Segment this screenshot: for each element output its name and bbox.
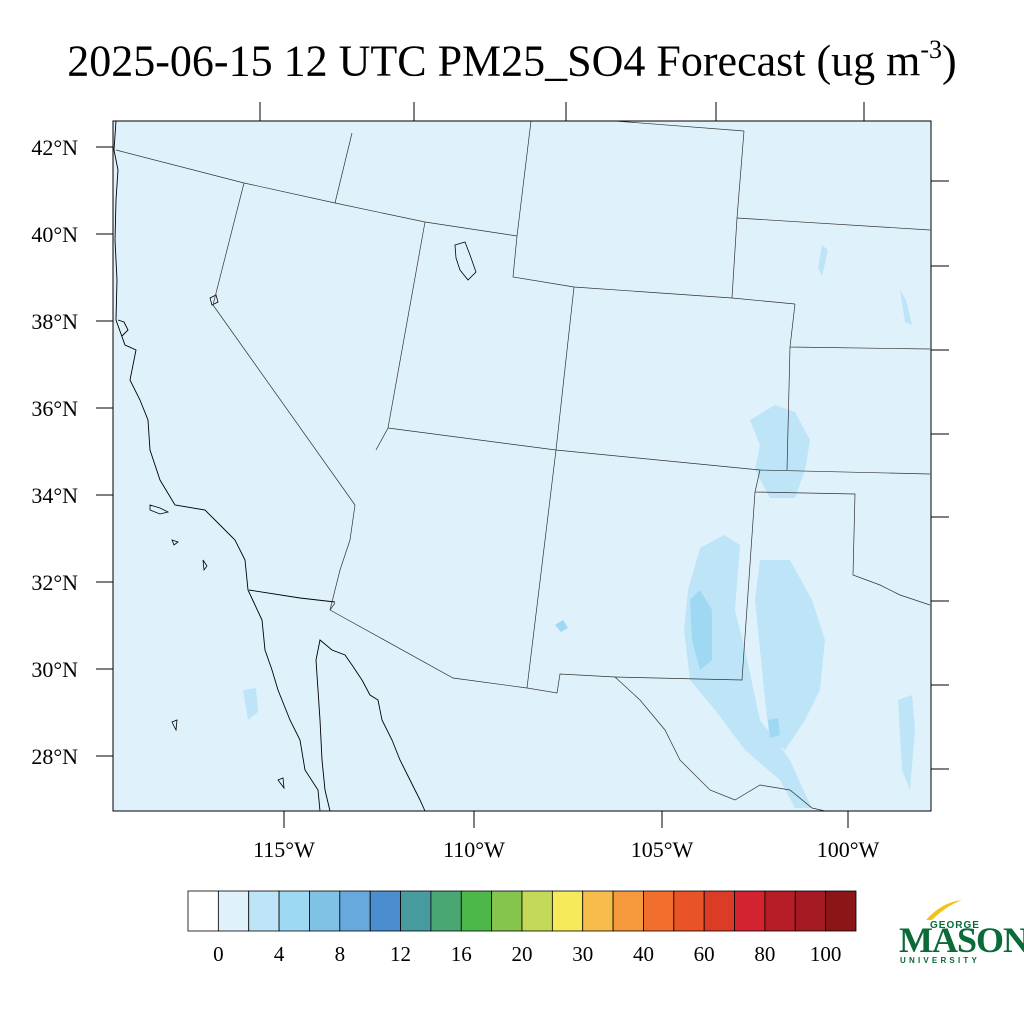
colorbar-swatch xyxy=(794,890,827,932)
colorbar-swatch xyxy=(460,890,493,932)
colorbar-swatch xyxy=(551,890,584,932)
colorbar-label: 0 xyxy=(213,942,224,966)
islands xyxy=(149,241,477,790)
colorbar-swatch xyxy=(612,890,644,932)
title-text: 2025-06-15 12 UTC PM25_SO4 Forecast (ug … xyxy=(67,36,921,86)
colorbar-swatch xyxy=(430,890,462,932)
colorbar-swatch xyxy=(582,890,614,932)
map-frame xyxy=(112,120,932,812)
latitude-labels: 42°N 40°N 38°N 36°N 34°N 32°N 30°N 28°N xyxy=(31,135,78,769)
lon-label: 115°W xyxy=(253,837,315,862)
colorbar-label: 60 xyxy=(694,942,715,966)
lat-label: 28°N xyxy=(31,744,78,769)
colorbar-swatch xyxy=(187,890,219,932)
logo-swoosh-icon xyxy=(926,900,962,920)
colorbar-label: 12 xyxy=(390,942,411,966)
colorbar-swatch xyxy=(643,890,675,932)
colorbar-swatch xyxy=(339,890,371,932)
longitude-labels: 115°W 110°W 105°W 100°W xyxy=(253,837,879,862)
colorbar-labels: 0 4 8 12 16 20 30 40 60 80 100 xyxy=(213,942,841,966)
colorbar-label: 30 xyxy=(572,942,593,966)
lat-label: 36°N xyxy=(31,396,78,421)
map-panel xyxy=(112,120,932,812)
colorbar xyxy=(187,890,857,932)
lat-label: 30°N xyxy=(31,657,78,682)
colorbar-swatch xyxy=(248,890,280,932)
lat-label: 32°N xyxy=(31,570,78,595)
logo-line3: UNIVERSITY xyxy=(900,956,981,965)
state-borders xyxy=(115,120,931,812)
lon-label: 100°W xyxy=(817,837,880,862)
colorbar-swatch xyxy=(764,890,796,932)
concentration-patches xyxy=(243,245,915,808)
title-exponent: -3 xyxy=(920,35,943,64)
axis-ticks xyxy=(96,102,949,828)
colorbar-label: 8 xyxy=(335,942,346,966)
colorbar-label: 80 xyxy=(754,942,775,966)
map-title: 2025-06-15 12 UTC PM25_SO4 Forecast (ug … xyxy=(0,22,1024,92)
colorbar-swatch xyxy=(825,890,857,932)
logo-line1: GEORGE xyxy=(930,920,980,931)
colorbar-swatch xyxy=(734,890,766,932)
lon-label: 110°W xyxy=(443,837,505,862)
colorbar-swatch xyxy=(278,890,310,932)
lat-label: 38°N xyxy=(31,309,78,334)
lon-label: 105°W xyxy=(631,837,694,862)
colorbar-swatch xyxy=(673,890,705,932)
lat-label: 40°N xyxy=(31,222,78,247)
gmu-logo: GEORGE MASON UNIVERSITY xyxy=(896,894,1024,974)
title-close: ) xyxy=(942,36,957,86)
colorbar-swatch xyxy=(369,890,401,932)
lat-label: 34°N xyxy=(31,483,78,508)
colorbar-label: 100 xyxy=(810,942,842,966)
logo-line2: MASON xyxy=(899,920,1024,960)
coastline xyxy=(113,120,426,812)
colorbar-swatch xyxy=(703,890,735,932)
colorbar-swatch xyxy=(217,890,250,932)
lat-label: 42°N xyxy=(31,135,78,160)
colorbar-label: 40 xyxy=(633,942,654,966)
colorbar-swatch xyxy=(400,890,432,932)
concentration-patches-high xyxy=(555,590,780,738)
colorbar-swatch xyxy=(309,890,341,932)
colorbar-swatch xyxy=(521,890,553,932)
colorbar-label: 16 xyxy=(451,942,472,966)
colorbar-label: 20 xyxy=(512,942,533,966)
colorbar-swatch xyxy=(491,890,523,932)
colorbar-label: 4 xyxy=(274,942,285,966)
